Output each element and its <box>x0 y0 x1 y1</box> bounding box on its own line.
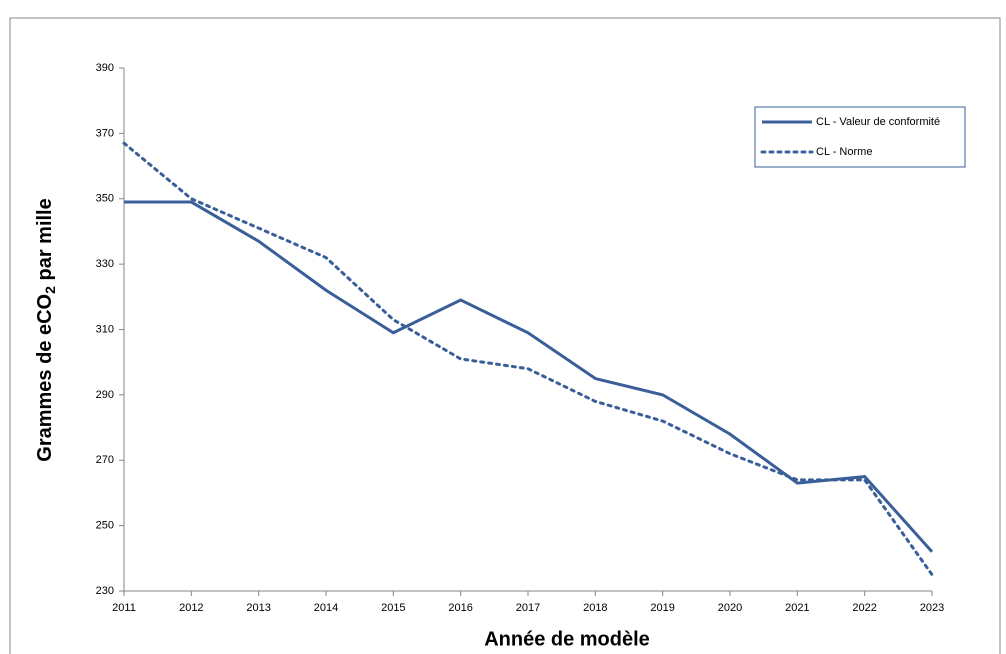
y-tick-label: 250 <box>96 520 114 532</box>
x-tick-label: 2020 <box>718 602 742 614</box>
y-axis-title-sub: 2 <box>42 286 58 294</box>
y-axis-title-part: Grammes de eCO <box>34 294 56 462</box>
y-axis-title-part: par mille <box>34 198 56 286</box>
y-axis-title: Grammes de eCO2 par mille <box>34 198 57 461</box>
x-tick-label: 2017 <box>516 602 540 614</box>
x-tick-label: 2019 <box>650 602 674 614</box>
y-tick-label: 290 <box>96 389 114 401</box>
x-tick-label: 2011 <box>112 602 136 614</box>
y-tick-label: 230 <box>96 585 114 597</box>
legend-label: CL - Norme <box>816 146 872 158</box>
y-tick-label: 270 <box>96 454 114 466</box>
series-line <box>122 141 934 577</box>
x-tick-label: 2018 <box>583 602 607 614</box>
y-tick-label: 350 <box>96 193 114 205</box>
legend-box <box>754 106 966 168</box>
x-tick-label: 2021 <box>785 602 809 614</box>
x-tick-label: 2015 <box>381 602 405 614</box>
x-tick-label: 2013 <box>246 602 270 614</box>
x-axis-title: Année de modèle <box>484 628 650 650</box>
x-tick-label: 2012 <box>179 602 203 614</box>
series-line <box>124 200 934 553</box>
y-tick-label: 370 <box>96 127 114 139</box>
x-tick-label: 2022 <box>852 602 876 614</box>
x-tick-label: 2023 <box>920 602 944 614</box>
y-tick-label: 390 <box>96 62 114 74</box>
y-tick-label: 310 <box>96 323 114 335</box>
x-tick-label: 2016 <box>448 602 472 614</box>
legend-label: CL - Valeur de conformité <box>816 116 940 128</box>
x-tick-label: 2014 <box>314 602 338 614</box>
y-tick-label: 330 <box>96 258 114 270</box>
